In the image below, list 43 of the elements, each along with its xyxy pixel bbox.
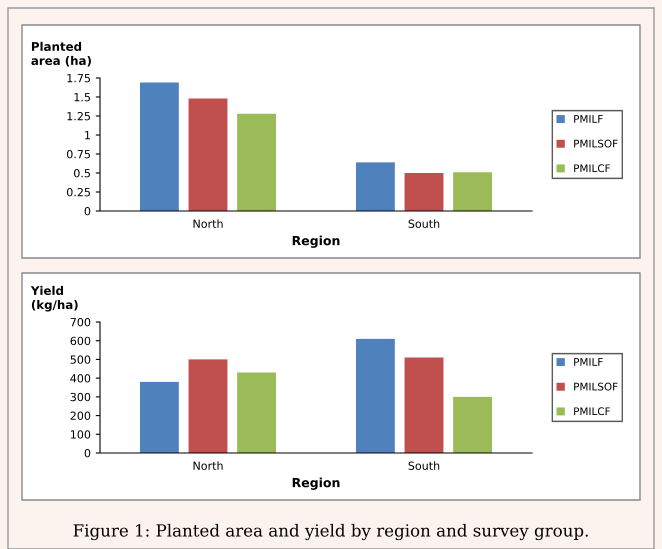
y-axis-title: Planted area (ha) (31, 42, 91, 66)
bar (453, 172, 492, 211)
y-tick-label: 0.25 (66, 188, 90, 196)
y-tick-label: 500 (70, 355, 90, 364)
bar (188, 98, 228, 211)
y-tick-label: 400 (70, 374, 90, 383)
bar (453, 396, 492, 453)
y-tick-label: 1.75 (67, 74, 90, 82)
legend-label: PMILF (574, 358, 603, 366)
bar (404, 358, 444, 453)
legend-label: PMILCF (574, 164, 610, 172)
y-tick-label: 100 (70, 430, 90, 439)
legend-label: PMILCF (574, 407, 610, 416)
bar (188, 359, 228, 453)
bar (404, 173, 444, 211)
y-tick-label: 0 (84, 448, 90, 458)
x-tick-label: North (194, 461, 223, 470)
y-tick-label: 700 (70, 318, 90, 326)
y-tick-label: 300 (70, 392, 90, 402)
legend-label: PMILF (574, 115, 603, 123)
bar (237, 114, 276, 211)
x-axis-title: Region (292, 236, 340, 248)
x-tick-label: South (408, 219, 440, 228)
caption: Figure 1: Planted area and yield by region and survey group. (74, 524, 588, 540)
y-tick-label: 1 (85, 131, 90, 140)
bar (356, 338, 395, 453)
x-axis-title: Region (292, 478, 340, 490)
y-tick-label: 0.75 (66, 150, 90, 158)
y-tick-label: 200 (70, 412, 90, 420)
x-tick-label: North (194, 219, 223, 228)
bar (140, 382, 179, 453)
bar (356, 162, 395, 211)
y-axis-title: Yield (kg/ha) (30, 286, 78, 312)
x-tick-label: South (408, 461, 440, 470)
legend-label: PMILSOF (574, 382, 618, 391)
y-tick-label: 1.25 (67, 112, 90, 120)
y-tick-label: 0.5 (74, 168, 90, 178)
y-tick-label: 1.5 (74, 93, 90, 102)
y-tick-label: 600 (70, 336, 90, 346)
bar (237, 372, 276, 453)
bar (140, 82, 179, 211)
y-tick-label: 0 (84, 206, 90, 216)
legend-label: PMILSOF (574, 140, 618, 148)
